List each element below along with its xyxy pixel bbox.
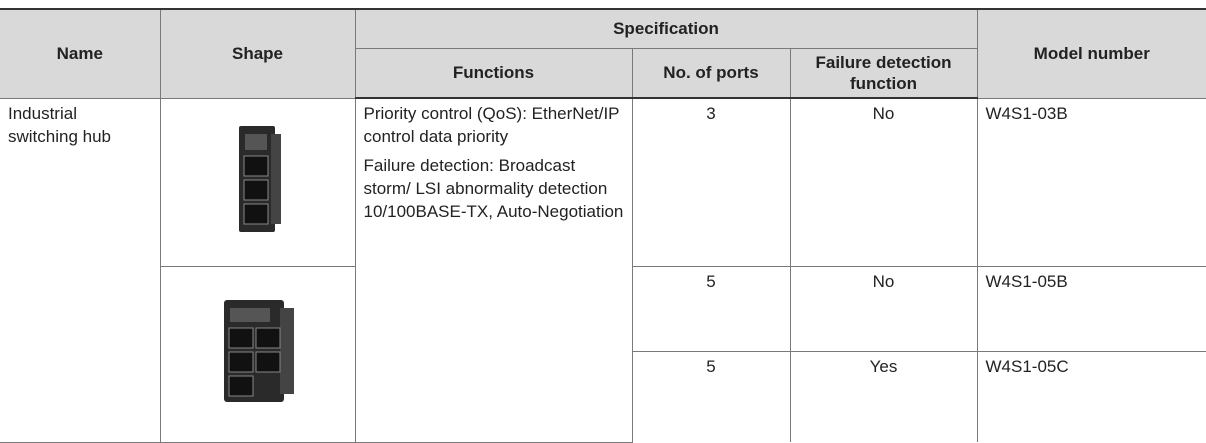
spec-table: Name Shape Specification Model number Fu… bbox=[0, 8, 1206, 443]
product-image bbox=[223, 300, 294, 402]
header-cell: Failure detection function bbox=[789, 47, 978, 99]
model-cell: W4S1-03B bbox=[976, 97, 1206, 267]
product-image bbox=[238, 126, 281, 232]
functions-cell: Priority control (QoS): EtherNet/IP cont… bbox=[354, 97, 633, 443]
name-cell: Industrial switching hub bbox=[0, 97, 161, 443]
failure-cell: No bbox=[789, 265, 978, 352]
ports-cell: 5 bbox=[631, 265, 791, 352]
failure-cell: No bbox=[789, 97, 978, 267]
model-cell: W4S1-05C bbox=[976, 350, 1206, 442]
spec-table-container: Name Shape Specification Model number Fu… bbox=[0, 8, 1206, 443]
shape-cell bbox=[159, 265, 356, 443]
ports-cell: 3 bbox=[631, 97, 791, 267]
header-cell: No. of ports bbox=[631, 47, 791, 99]
model-cell: W4S1-05B bbox=[976, 265, 1206, 352]
shape-cell bbox=[159, 97, 356, 267]
header-cell: Name bbox=[0, 8, 161, 99]
function-text: Failure detection: Broadcast storm/ LSI … bbox=[363, 156, 624, 221]
function-text: Priority control (QoS): EtherNet/IP cont… bbox=[363, 104, 620, 146]
failure-cell: Yes bbox=[789, 350, 978, 442]
header-cell: Shape bbox=[159, 8, 356, 99]
header-cell: Specification bbox=[354, 8, 978, 49]
header-cell: Functions bbox=[354, 47, 633, 99]
ports-cell: 5 bbox=[631, 350, 791, 442]
header-cell: Model number bbox=[976, 8, 1206, 99]
